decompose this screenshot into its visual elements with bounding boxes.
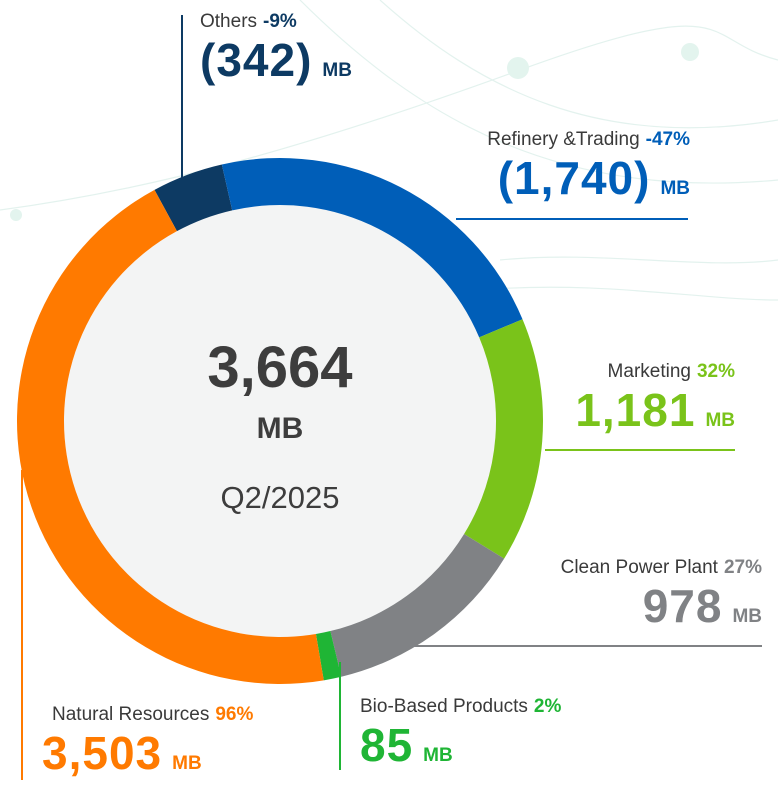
- value-label: 1,181: [575, 384, 696, 436]
- donut-segment: [221, 158, 523, 338]
- label-heading: Bio-Based Products 2%: [360, 695, 561, 719]
- period: Q2/2025: [220, 480, 340, 515]
- value-unit: MB: [322, 60, 352, 81]
- value-line: (1,740) MB: [487, 152, 690, 215]
- category-name: Clean Power Plant: [560, 557, 718, 578]
- value-unit: MB: [705, 410, 735, 431]
- value-line: 978 MB: [561, 580, 762, 643]
- donut-segment: [315, 631, 342, 681]
- label-heading: Clean Power Plant 27%: [561, 556, 762, 580]
- label-heading: Refinery &Trading -47%: [487, 128, 690, 152]
- category-name: Others: [200, 11, 258, 32]
- total-value: 3,664: [207, 335, 353, 400]
- change-percent: -47%: [645, 129, 690, 150]
- value-line: (342) MB: [200, 34, 352, 97]
- segment-label: Bio-Based Products 2% 85 MB: [360, 695, 561, 782]
- donut-segment: [464, 319, 544, 559]
- category-name: Marketing: [607, 361, 691, 382]
- value-unit: MB: [423, 745, 453, 766]
- leader-lines: [21, 15, 762, 780]
- change-percent: 96%: [215, 704, 254, 725]
- center-disc: [64, 205, 496, 637]
- value-unit: MB: [172, 753, 202, 774]
- donut-segment: [16, 189, 324, 684]
- change-percent: 32%: [696, 361, 735, 382]
- background-decoration: [0, 0, 778, 301]
- value-label: 85: [360, 719, 414, 771]
- change-percent: -9%: [263, 11, 297, 32]
- value-unit: MB: [732, 606, 762, 627]
- category-name: Refinery &Trading: [487, 129, 640, 150]
- value-label: (342): [200, 34, 313, 86]
- segment-label: Clean Power Plant 27% 978 MB: [561, 556, 762, 643]
- value-label: 3,503: [42, 727, 163, 779]
- segment-label: Natural Resources 96% 3,503 MB: [42, 703, 253, 790]
- value-unit: MB: [660, 178, 690, 199]
- segment-label: Others -9% (342) MB: [200, 10, 352, 97]
- donut-segment: [154, 164, 233, 232]
- category-name: Bio-Based Products: [360, 696, 528, 717]
- total-unit: MB: [256, 412, 304, 445]
- value-line: 1,181 MB: [575, 384, 735, 447]
- category-name: Natural Resources: [52, 704, 210, 725]
- label-heading: Marketing 32%: [575, 360, 735, 384]
- change-percent: 2%: [533, 696, 562, 717]
- value-label: 978: [642, 580, 723, 632]
- segment-label: Refinery &Trading -47% (1,740) MB: [487, 128, 690, 215]
- label-heading: Others -9%: [200, 10, 352, 34]
- segment-label: Marketing 32% 1,181 MB: [575, 360, 735, 447]
- donut-segment: [330, 533, 505, 677]
- label-heading: Natural Resources 96%: [52, 703, 253, 727]
- value-label: (1,740): [497, 152, 651, 204]
- change-percent: 27%: [723, 557, 762, 578]
- value-line: 3,503 MB: [42, 727, 253, 790]
- value-line: 85 MB: [360, 719, 561, 782]
